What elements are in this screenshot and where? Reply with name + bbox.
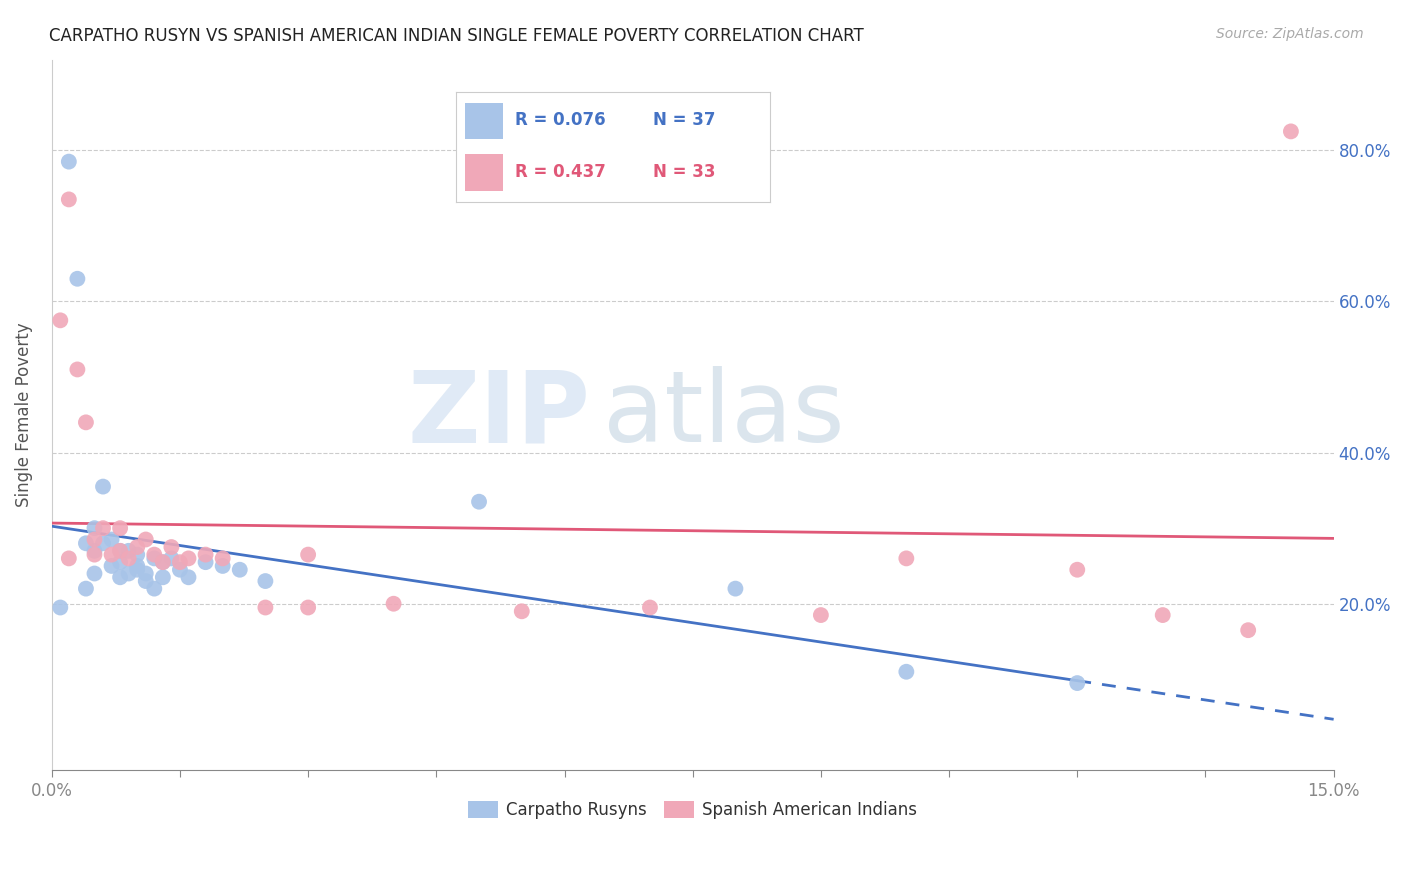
Point [382,597,405,611]
Point [58,154,80,169]
Point [118,551,141,566]
Point [127,558,149,573]
Point [91,536,114,550]
Point [75,415,97,429]
Point [1066,676,1088,690]
Point [1066,563,1088,577]
Point [58,193,80,207]
Point [75,536,97,550]
Point [1279,124,1302,138]
Point [638,600,661,615]
Point [152,555,174,569]
Text: atlas: atlas [603,367,845,463]
Point [83,544,105,558]
Point [127,548,149,562]
Point [49,600,72,615]
Point [1237,623,1260,637]
Point [75,582,97,596]
Point [169,555,191,569]
Point [108,570,131,584]
Point [108,544,131,558]
Point [83,548,105,562]
Point [152,570,174,584]
Point [1152,608,1174,623]
Point [118,566,141,581]
Point [100,558,122,573]
Point [297,600,319,615]
Point [91,521,114,535]
Point [211,551,233,566]
Point [177,570,200,584]
Point [510,604,533,618]
Point [152,555,174,569]
Point [143,551,166,566]
Point [229,563,252,577]
Point [135,574,157,588]
Point [83,533,105,547]
Point [127,540,149,554]
Point [143,582,166,596]
Point [468,494,491,508]
Text: ZIP: ZIP [408,367,591,463]
Legend: Carpatho Rusyns, Spanish American Indians: Carpatho Rusyns, Spanish American Indian… [461,794,924,826]
Point [169,563,191,577]
Point [194,555,217,569]
Point [108,521,131,535]
Point [66,272,89,286]
Point [91,480,114,494]
Point [66,362,89,376]
Point [194,548,217,562]
Point [143,548,166,562]
Point [49,313,72,327]
Point [135,566,157,581]
Point [127,563,149,577]
Text: Source: ZipAtlas.com: Source: ZipAtlas.com [1216,27,1364,41]
Point [160,551,183,566]
Point [118,544,141,558]
Point [724,582,747,596]
Point [108,544,131,558]
Point [810,608,832,623]
Point [211,558,233,573]
Point [896,665,918,679]
Point [83,566,105,581]
Point [896,551,918,566]
Point [254,574,277,588]
Point [160,540,183,554]
Point [58,551,80,566]
Point [297,548,319,562]
Point [177,551,200,566]
Point [100,548,122,562]
Point [83,521,105,535]
Point [108,555,131,569]
Point [135,533,157,547]
Point [254,600,277,615]
Text: CARPATHO RUSYN VS SPANISH AMERICAN INDIAN SINGLE FEMALE POVERTY CORRELATION CHAR: CARPATHO RUSYN VS SPANISH AMERICAN INDIA… [49,27,863,45]
Y-axis label: Single Female Poverty: Single Female Poverty [15,323,32,508]
Point [100,533,122,547]
